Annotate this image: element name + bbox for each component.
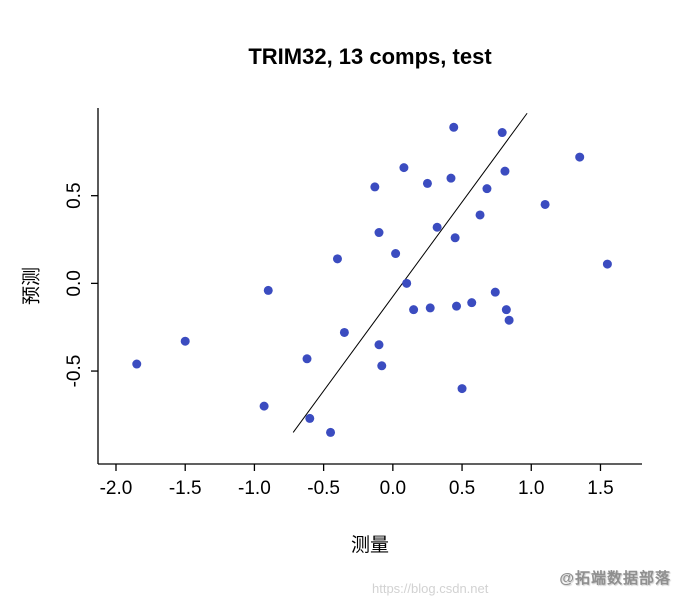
- data-point: [446, 173, 456, 183]
- data-point: [339, 327, 349, 337]
- data-point: [302, 354, 312, 364]
- data-point: [422, 178, 432, 188]
- data-point: [180, 336, 190, 346]
- data-point: [540, 199, 550, 209]
- data-point: [497, 128, 507, 138]
- data-point: [501, 305, 511, 315]
- x-tick-label: 1.5: [587, 478, 613, 499]
- data-point: [377, 361, 387, 371]
- data-point: [132, 359, 142, 369]
- data-point: [370, 182, 380, 192]
- data-point: [425, 303, 435, 313]
- data-point: [374, 228, 384, 238]
- watermark-name: @拓端数据部落: [559, 570, 671, 587]
- y-tick-label: 0.0: [64, 270, 85, 296]
- data-point: [467, 298, 477, 308]
- data-point: [259, 401, 269, 411]
- x-tick-label: 0.5: [449, 478, 475, 499]
- data-point: [490, 287, 500, 297]
- watermark-url: https://blog.csdn.net: [372, 581, 489, 596]
- data-point: [504, 315, 514, 325]
- y-axis-label: 预测: [21, 266, 43, 306]
- data-point: [305, 413, 315, 423]
- data-point: [602, 259, 612, 269]
- y-tick-label: 0.5: [64, 182, 85, 208]
- x-tick-label: -0.5: [307, 478, 340, 499]
- data-point: [402, 278, 412, 288]
- data-point: [500, 166, 510, 176]
- data-point: [263, 285, 273, 295]
- data-point: [452, 301, 462, 311]
- y-tick-label: -0.5: [64, 355, 85, 388]
- chart-title: TRIM32, 13 comps, test: [248, 44, 492, 69]
- data-point: [326, 427, 336, 437]
- data-point: [332, 254, 342, 264]
- data-point: [391, 249, 401, 259]
- x-tick-label: -2.0: [100, 478, 133, 499]
- data-point: [449, 122, 459, 132]
- data-point: [450, 233, 460, 243]
- x-tick-label: 0.0: [380, 478, 406, 499]
- x-axis-label: 测量: [350, 535, 389, 556]
- data-point: [399, 163, 409, 173]
- data-point: [482, 184, 492, 194]
- x-tick-label: -1.5: [169, 478, 202, 499]
- data-point: [575, 152, 585, 162]
- data-point: [374, 340, 384, 350]
- data-point: [409, 305, 419, 315]
- data-point: [432, 222, 442, 232]
- fit-line: [292, 112, 528, 433]
- x-tick-label: 1.0: [518, 478, 544, 499]
- data-point: [457, 384, 467, 394]
- data-point: [475, 210, 485, 220]
- x-tick-label: -1.0: [238, 478, 271, 499]
